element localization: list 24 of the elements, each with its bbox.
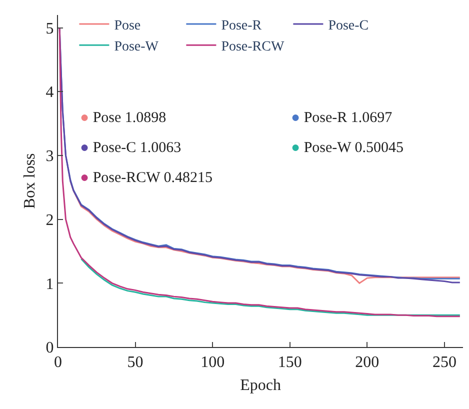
- legend-label: Pose-W: [114, 40, 160, 55]
- x-tick-label: 200: [355, 354, 380, 372]
- annotation: ● Pose-RCW 0.48215: [80, 170, 213, 186]
- line-series: [80, 258, 461, 316]
- y-tick-label: 3: [46, 148, 54, 166]
- x-axis-title: Epoch: [240, 376, 281, 394]
- y-tick-label: 2: [46, 212, 54, 229]
- annotation: ● Pose-W 0.50045: [291, 140, 404, 156]
- y-tick-label: 1: [46, 276, 54, 293]
- x-tick-label: 50: [127, 354, 144, 372]
- annotation: ● Pose 1.0898: [80, 110, 166, 126]
- x-tick-label: 150: [278, 354, 302, 372]
- legend-label: Pose-RCW: [221, 40, 285, 55]
- legend-label: Pose-C: [328, 18, 369, 34]
- legend-label: Pose-R: [221, 18, 262, 34]
- y-tick-label: 0: [46, 340, 54, 357]
- x-tick-label: 250: [432, 354, 456, 372]
- legend-label: Pose: [114, 18, 141, 34]
- x-tick-label: 100: [200, 354, 225, 372]
- y-axis-title: Box loss: [22, 153, 39, 209]
- annotation: ● Pose-C 1.0063: [80, 140, 182, 156]
- annotation: ● Pose-R 1.0697: [291, 110, 393, 126]
- y-tick-label: 4: [46, 84, 54, 102]
- y-tick-label: 5: [46, 20, 54, 38]
